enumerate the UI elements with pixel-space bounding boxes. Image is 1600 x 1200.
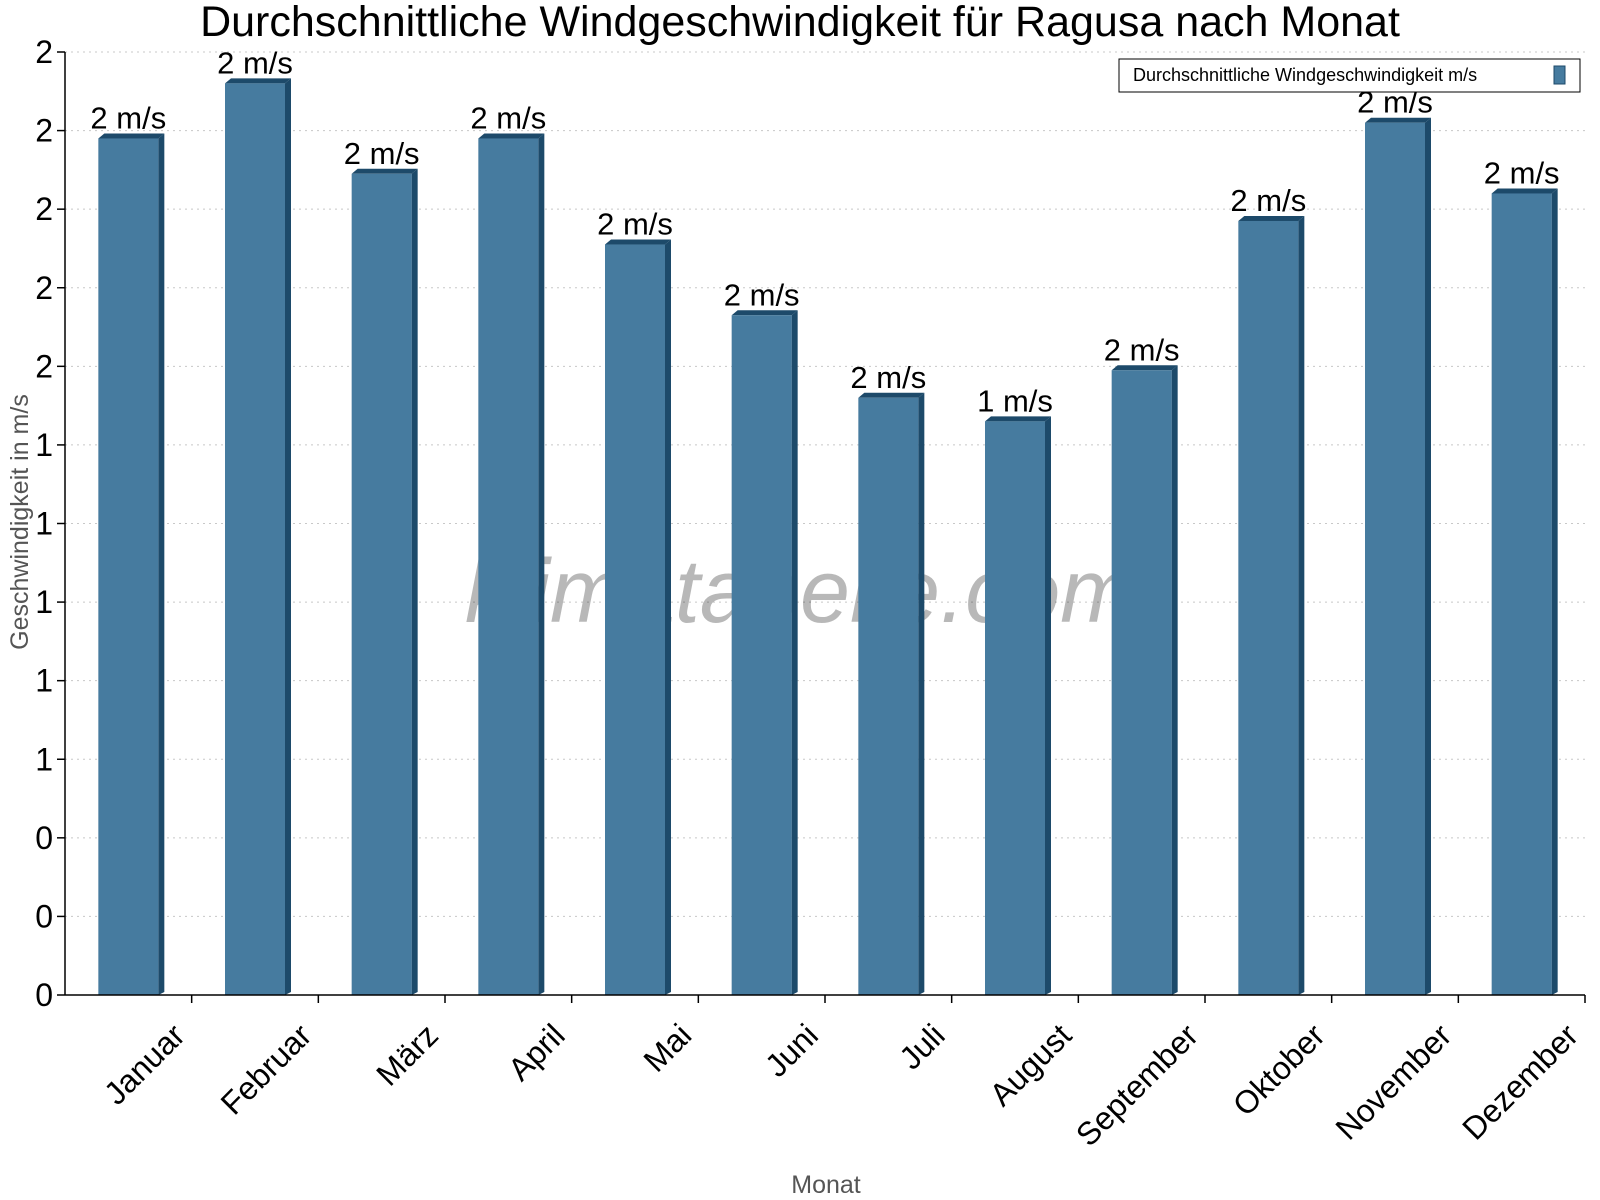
data-label: 2 m/s	[1104, 332, 1180, 367]
data-label: 2 m/s	[470, 100, 546, 135]
bar	[478, 138, 539, 996]
bar-top	[478, 133, 545, 139]
data-label: 2 m/s	[90, 100, 166, 135]
x-tick-label: November	[1329, 1017, 1459, 1147]
y-tick-label: 1	[35, 427, 53, 463]
bar	[1111, 370, 1172, 995]
y-tick-label: 0	[35, 977, 53, 1013]
bar-top	[98, 133, 165, 139]
bar-side	[411, 168, 418, 995]
data-label: 1 m/s	[977, 383, 1053, 418]
data-label: 2 m/s	[850, 360, 926, 395]
x-tick-label: Dezember	[1455, 1017, 1585, 1147]
y-tick-label: 1	[35, 506, 53, 542]
bar	[731, 315, 792, 996]
data-label: 2 m/s	[344, 136, 420, 171]
y-tick-label: 1	[35, 741, 53, 777]
y-tick-label: 2	[35, 191, 53, 227]
y-tick-label: 2	[35, 270, 53, 306]
bar-side	[1551, 188, 1558, 995]
bar	[605, 244, 665, 995]
data-label: 2 m/s	[1484, 155, 1560, 190]
x-tick-label: Januar	[97, 1017, 192, 1112]
legend-box	[1118, 58, 1581, 93]
bar-side	[665, 239, 671, 995]
bar-side	[1298, 215, 1305, 995]
bar	[858, 397, 919, 995]
y-tick-label: 0	[35, 898, 53, 934]
grid	[65, 51, 1585, 917]
x-tick-label: August	[982, 1017, 1078, 1113]
bar-side	[538, 133, 545, 996]
legend: Durchschnittliche Windgeschwindigkeit m/…	[1118, 58, 1581, 93]
y-tick-label: 1	[35, 663, 53, 699]
x-tick-label: September	[1069, 1017, 1205, 1153]
bar	[985, 421, 1045, 995]
bar	[1365, 122, 1425, 996]
y-tick-label: 1	[35, 584, 53, 620]
bar-top	[351, 168, 418, 174]
bars	[98, 78, 1558, 996]
bar-side	[918, 392, 925, 995]
bar-top	[858, 392, 925, 398]
bar-top	[1365, 117, 1431, 123]
x-tick-label: März	[369, 1017, 445, 1093]
bar-side	[158, 133, 165, 996]
x-tick-label: Juli	[892, 1017, 951, 1076]
y-tick-label: 2	[35, 34, 53, 70]
bar-top	[605, 239, 671, 245]
x-tick-label: Juni	[758, 1017, 825, 1084]
data-label: 2 m/s	[724, 277, 800, 312]
x-axis-title: Monat	[791, 1171, 861, 1199]
bar	[225, 83, 285, 995]
x-tick-label: April	[501, 1017, 572, 1088]
bar-side	[1425, 117, 1431, 996]
bar-top	[1111, 365, 1178, 371]
bar-side	[285, 78, 291, 995]
bar	[351, 173, 412, 995]
chart-title: Durchschnittliche Windgeschwindigkeit fü…	[200, 0, 1400, 46]
bar	[1491, 193, 1552, 995]
bar	[98, 138, 159, 996]
data-labels: 2 m/s 2 m/s 2 m/s 2 m/s 2 m/s 2 m/s 2 m/s 1 m/s…	[90, 45, 1559, 418]
bar-side	[1171, 365, 1178, 995]
x-tick-label: Mai	[636, 1017, 698, 1079]
y-tick-label: 0	[35, 820, 53, 856]
legend-label: Durchschnittliche Windgeschwindigkeit m/…	[1133, 65, 1477, 85]
bar-top	[1238, 215, 1305, 221]
data-label: 2 m/s	[597, 207, 673, 242]
bar-top	[731, 310, 798, 316]
data-label: 2 m/s	[1230, 183, 1306, 218]
y-tick-label: 2	[35, 113, 53, 149]
legend-swatch	[1553, 65, 1566, 85]
bar-top	[985, 416, 1051, 422]
y-axis-title: Geschwindigkeit in m/s	[6, 394, 34, 650]
bar	[1238, 220, 1299, 995]
data-label: 2 m/s	[217, 45, 293, 80]
bar-top	[225, 78, 291, 84]
y-tick-label: 2	[35, 348, 53, 384]
x-tick-label: Februar	[214, 1017, 319, 1122]
x-tick-label: Oktober	[1226, 1017, 1332, 1123]
bar-side	[1045, 416, 1051, 995]
bar-top	[1491, 188, 1558, 194]
bar-side	[791, 310, 798, 996]
